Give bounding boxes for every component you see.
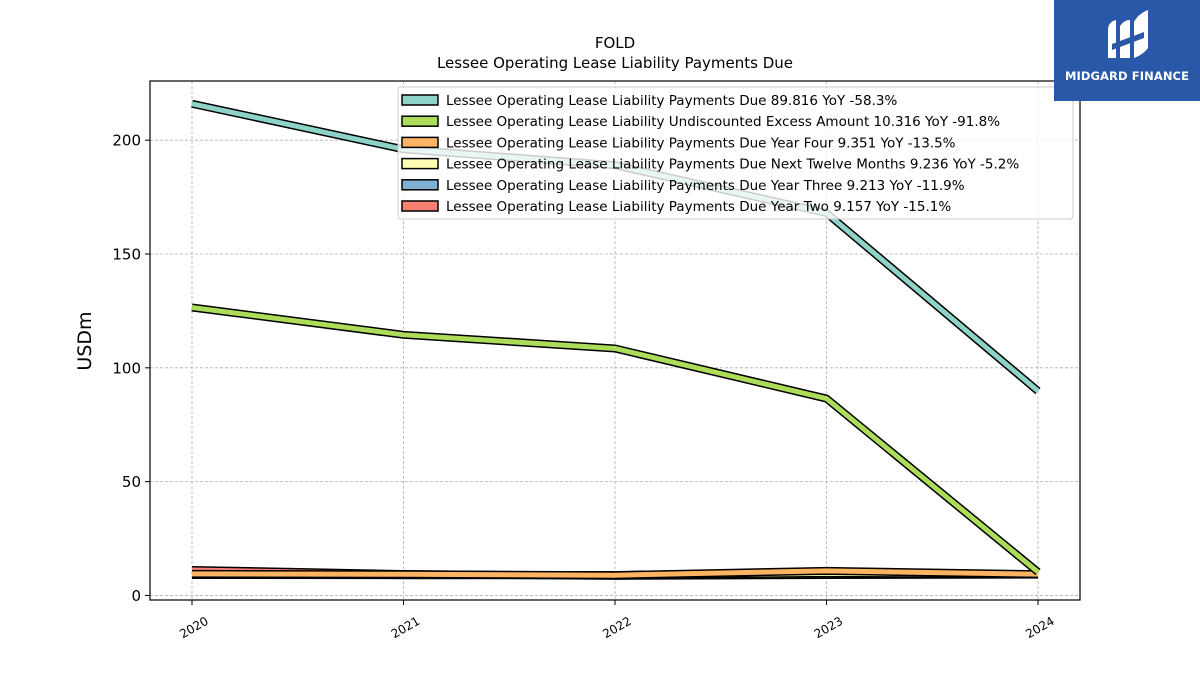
legend-label: Lessee Operating Lease Liability Payment…	[446, 178, 965, 194]
x-tick-label: 2022	[600, 614, 633, 641]
legend-swatch	[401, 200, 439, 212]
legend-box	[397, 86, 1074, 220]
legend-label: Lessee Operating Lease Liability Payment…	[446, 135, 956, 151]
chart-subtitle: Lessee Operating Lease Liability Payment…	[437, 54, 793, 72]
legend-label: Lessee Operating Lease Liability Payment…	[446, 93, 897, 109]
x-tick-label: 2021	[389, 614, 422, 641]
chart-title: FOLD	[595, 34, 635, 52]
legend-swatch	[401, 136, 439, 149]
legend-swatch	[401, 157, 439, 170]
x-tick-label: 2020	[177, 614, 210, 641]
series-line	[191, 303, 1041, 576]
series-line-path	[191, 568, 1039, 578]
legend-label: Lessee Operating Lease Liability Undisco…	[446, 114, 1000, 130]
series-lines	[191, 99, 1041, 580]
y-tick-label: 200	[112, 132, 141, 150]
brand-logo: MIDGARD FINANCE	[1054, 0, 1200, 101]
series-line	[191, 566, 1039, 580]
y-axis-label: USDm	[74, 311, 96, 370]
brand-name: MIDGARD FINANCE	[1064, 69, 1190, 83]
legend: Lessee Operating Lease Liability Payment…	[397, 86, 1074, 220]
midgard-logo-icon	[1108, 10, 1148, 58]
series-line-path	[191, 305, 1040, 574]
legend-swatch	[401, 115, 439, 127]
y-tick-label: 100	[112, 359, 141, 377]
y-tick-label: 150	[112, 246, 141, 264]
legend-label: Lessee Operating Lease Liability Payment…	[446, 157, 1019, 173]
y-tick-label: 50	[122, 473, 141, 491]
legend-swatch	[401, 179, 439, 191]
legend-swatch	[401, 94, 439, 106]
x-tick-label: 2024	[1023, 614, 1056, 641]
legend-label: Lessee Operating Lease Liability Payment…	[446, 199, 951, 215]
x-tick-label: 2023	[812, 614, 845, 641]
y-tick-label: 0	[131, 587, 141, 605]
